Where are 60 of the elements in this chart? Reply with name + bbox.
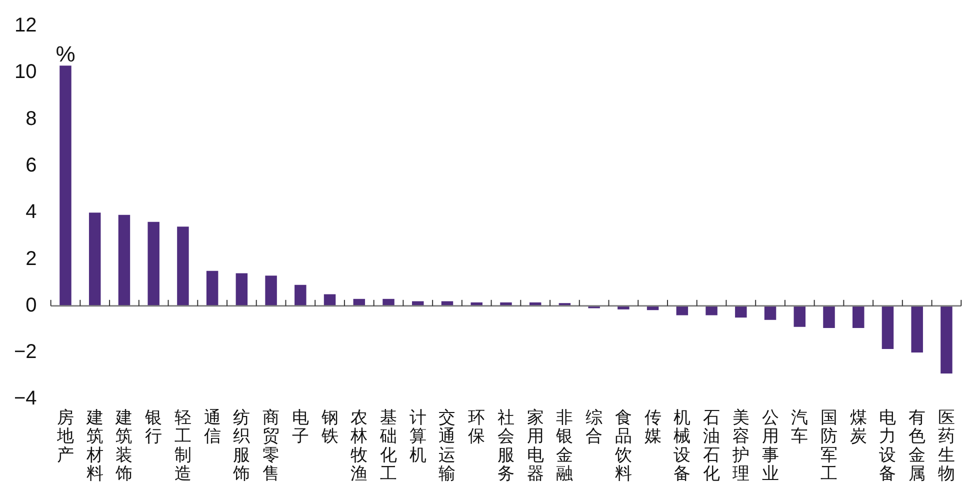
x-tick-label: 非银金融	[555, 408, 574, 484]
x-tick-label: 石油石化	[703, 408, 720, 484]
bar	[706, 306, 718, 316]
y-axis-title: %	[56, 41, 76, 66]
bar	[735, 306, 747, 318]
x-tick-label: 社会服务	[497, 408, 514, 484]
y-tick-label: −4	[14, 388, 37, 410]
bar	[118, 214, 130, 306]
x-tick-label: 基础化工	[379, 408, 398, 484]
bar	[88, 212, 101, 306]
bar	[236, 273, 248, 306]
bar	[177, 226, 189, 306]
x-tick-label: 国防军工	[820, 408, 838, 484]
y-tick-label: 8	[26, 108, 37, 130]
bar	[148, 222, 160, 306]
bar	[265, 276, 277, 306]
x-tick-label: 商贸零售	[262, 408, 280, 484]
x-tick-label: 医药生物	[938, 408, 955, 484]
x-tick-label: 建筑装饰	[114, 408, 133, 484]
x-tick-label: 纺织服饰	[232, 408, 250, 484]
x-tick-label: 传媒	[644, 408, 662, 447]
x-tick-label: 电力设备	[879, 408, 896, 484]
x-tick-label: 计算机	[409, 408, 426, 466]
y-tick-label: 2	[26, 248, 37, 270]
x-tick-label: 通信	[204, 408, 221, 447]
bar	[794, 306, 806, 327]
x-tick-label: 钢铁	[320, 408, 338, 447]
y-tick-label: 0	[26, 294, 37, 316]
x-tick-label: 轻工制造	[174, 408, 192, 484]
y-tick-label: 6	[26, 154, 37, 176]
x-tick-label: 汽车	[791, 408, 808, 447]
bar	[60, 66, 72, 306]
x-tick-label: 公用事业	[762, 408, 779, 484]
bar	[294, 284, 306, 306]
bar	[823, 306, 835, 328]
bar	[206, 270, 218, 306]
x-tick-label: 有色金属	[908, 408, 926, 484]
x-tick-label: 交通运输	[438, 408, 456, 484]
x-tick-label: 机械设备	[674, 408, 691, 484]
x-tick-label: 电子	[292, 408, 309, 447]
bar	[940, 306, 952, 374]
x-tick-label: 银行	[144, 408, 162, 447]
x-tick-label: 建筑材料	[85, 408, 104, 484]
bar	[324, 294, 336, 306]
x-tick-label: 煤炭	[850, 408, 867, 447]
x-tick-label: 房地产	[56, 408, 74, 466]
bar	[882, 306, 894, 350]
x-tick-label: 农林牧渔	[350, 408, 368, 484]
bar	[911, 306, 923, 353]
y-tick-label: 4	[26, 201, 37, 224]
y-tick-label: −2	[14, 341, 37, 364]
y-tick-label: 10	[14, 61, 37, 84]
x-tick-label: 综合	[586, 408, 603, 447]
bar	[852, 306, 864, 328]
x-tick-label: 美容护理	[731, 408, 750, 484]
bar	[764, 306, 776, 320]
x-tick-label: 食品饮料	[614, 408, 632, 484]
x-tick-label: 家用电器	[526, 408, 544, 484]
x-tick-label: 环保	[468, 408, 486, 447]
y-tick-label: 12	[14, 14, 37, 37]
